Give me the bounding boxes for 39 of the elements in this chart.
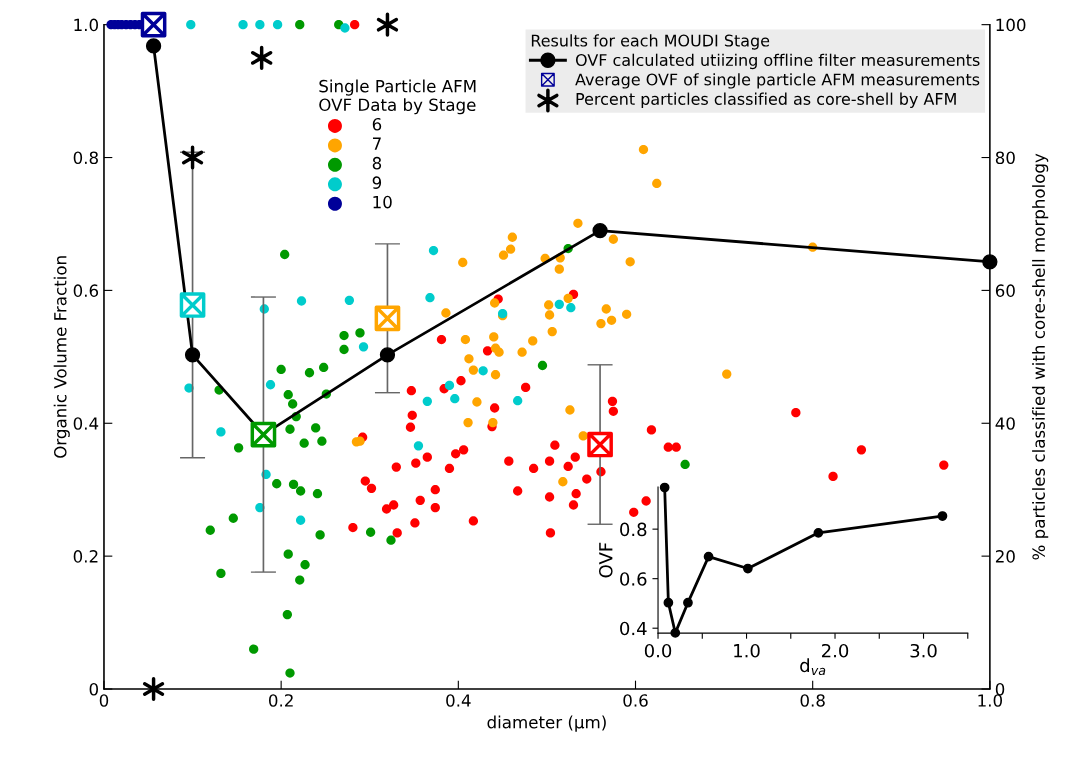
x-tick-label: 0.2: [268, 694, 293, 707]
x-tick-label: 3.0: [910, 643, 937, 658]
annotation: Results for each MOUDI Stage: [531, 34, 770, 50]
y-tick-label: 0.4: [73, 417, 99, 430]
y2-axis-title: % particles classified with core-shell morphology: [1032, 153, 1049, 560]
x-axis-title: diameter (µm): [487, 715, 606, 732]
x-tick-label: 0.0: [644, 643, 672, 658]
legend-label: Percent particles classified as core-shell by AFM: [576, 92, 956, 109]
x-tick-label: 1.0: [978, 694, 1003, 707]
y-axis-title: OVF: [598, 542, 613, 578]
legend-label: 10: [373, 195, 392, 209]
legend-label: 9: [372, 176, 382, 189]
legend-label: Average OVF of single particle AFM measurements: [575, 73, 980, 89]
legend-label: 7: [372, 137, 381, 150]
y2-tick-label: 20: [995, 550, 1015, 563]
x-tick-label: 0: [99, 694, 109, 707]
x-tick-label: 1.0: [734, 643, 760, 658]
y2-tick-label: 40: [995, 417, 1015, 430]
x-axis-title: d$_{va}$: [800, 658, 826, 676]
y-tick-label: 0.6: [620, 572, 647, 586]
y-axis-title: Organic Volume Fraction: [53, 256, 70, 458]
legend-label: 6: [372, 117, 382, 131]
y-tick-label: 0.8: [73, 151, 98, 165]
legend-title: Single Particle AFM OVF Data by Stage: [319, 79, 476, 115]
y-tick-label: 0.4: [620, 621, 647, 636]
legend-label: 8: [372, 156, 382, 170]
legend-label: OVF calculated utiizing offline filter measurements: [575, 53, 980, 70]
y-tick-label: 0: [89, 682, 98, 696]
y2-tick-label: 100: [996, 18, 1026, 32]
x-tick-label: 2.0: [821, 643, 849, 658]
y-tick-label: 1.0: [74, 18, 98, 32]
x-tick-label: 0.4: [446, 694, 471, 707]
x-tick-label: 0.8: [800, 694, 825, 707]
y2-tick-label: 80: [995, 151, 1015, 165]
y2-tick-label: 60: [995, 284, 1015, 297]
y2-tick-label: 0: [995, 682, 1005, 696]
y-tick-label: 0.2: [73, 550, 98, 563]
y-tick-label: 0.6: [73, 284, 99, 297]
y-tick-label: 0.8: [620, 522, 647, 537]
